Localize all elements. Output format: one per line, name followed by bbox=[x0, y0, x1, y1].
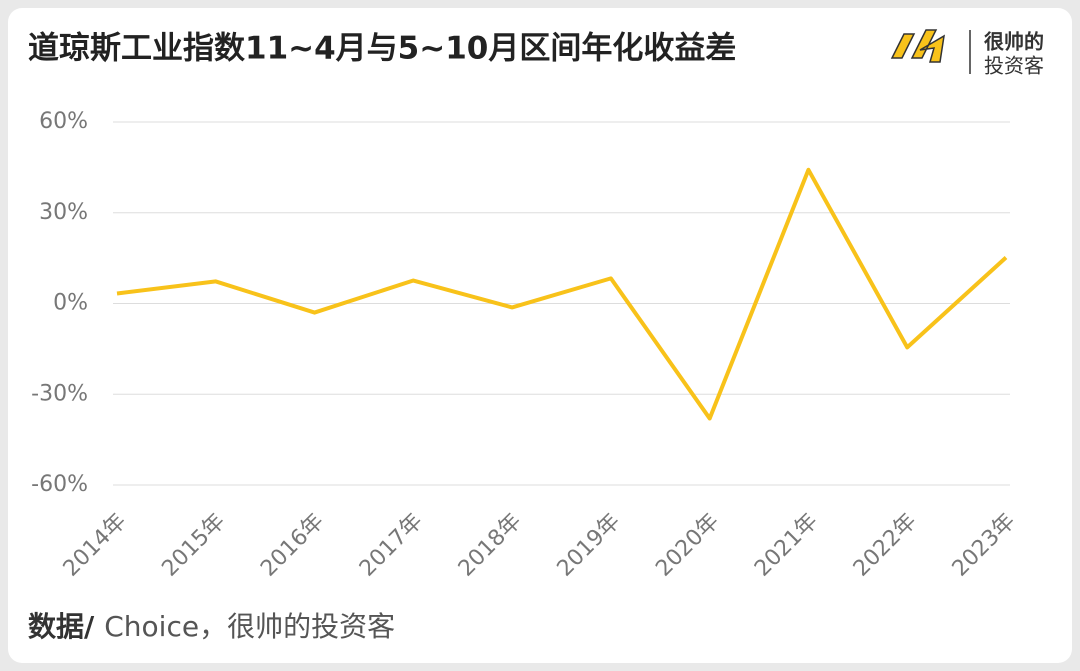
y-tick-label: -30% bbox=[31, 381, 88, 406]
y-tick-label: 0% bbox=[53, 291, 88, 316]
chart-title: 道琼斯工业指数11~4月与5~10月区间年化收益差 bbox=[28, 31, 736, 67]
source-label: 数据/ bbox=[28, 610, 95, 643]
brand-line: 很帅的 bbox=[984, 30, 1044, 54]
source: 数据/Choice，很帅的投资客 bbox=[28, 610, 395, 643]
y-tick-label: 60% bbox=[39, 109, 88, 134]
source-text: Choice，很帅的投资客 bbox=[104, 610, 395, 643]
y-tick-label: 30% bbox=[39, 200, 88, 225]
line bbox=[116, 167, 1008, 421]
brand-line: 投资客 bbox=[984, 54, 1044, 78]
logo bbox=[890, 29, 971, 74]
y-tick-label: -60% bbox=[31, 472, 88, 497]
